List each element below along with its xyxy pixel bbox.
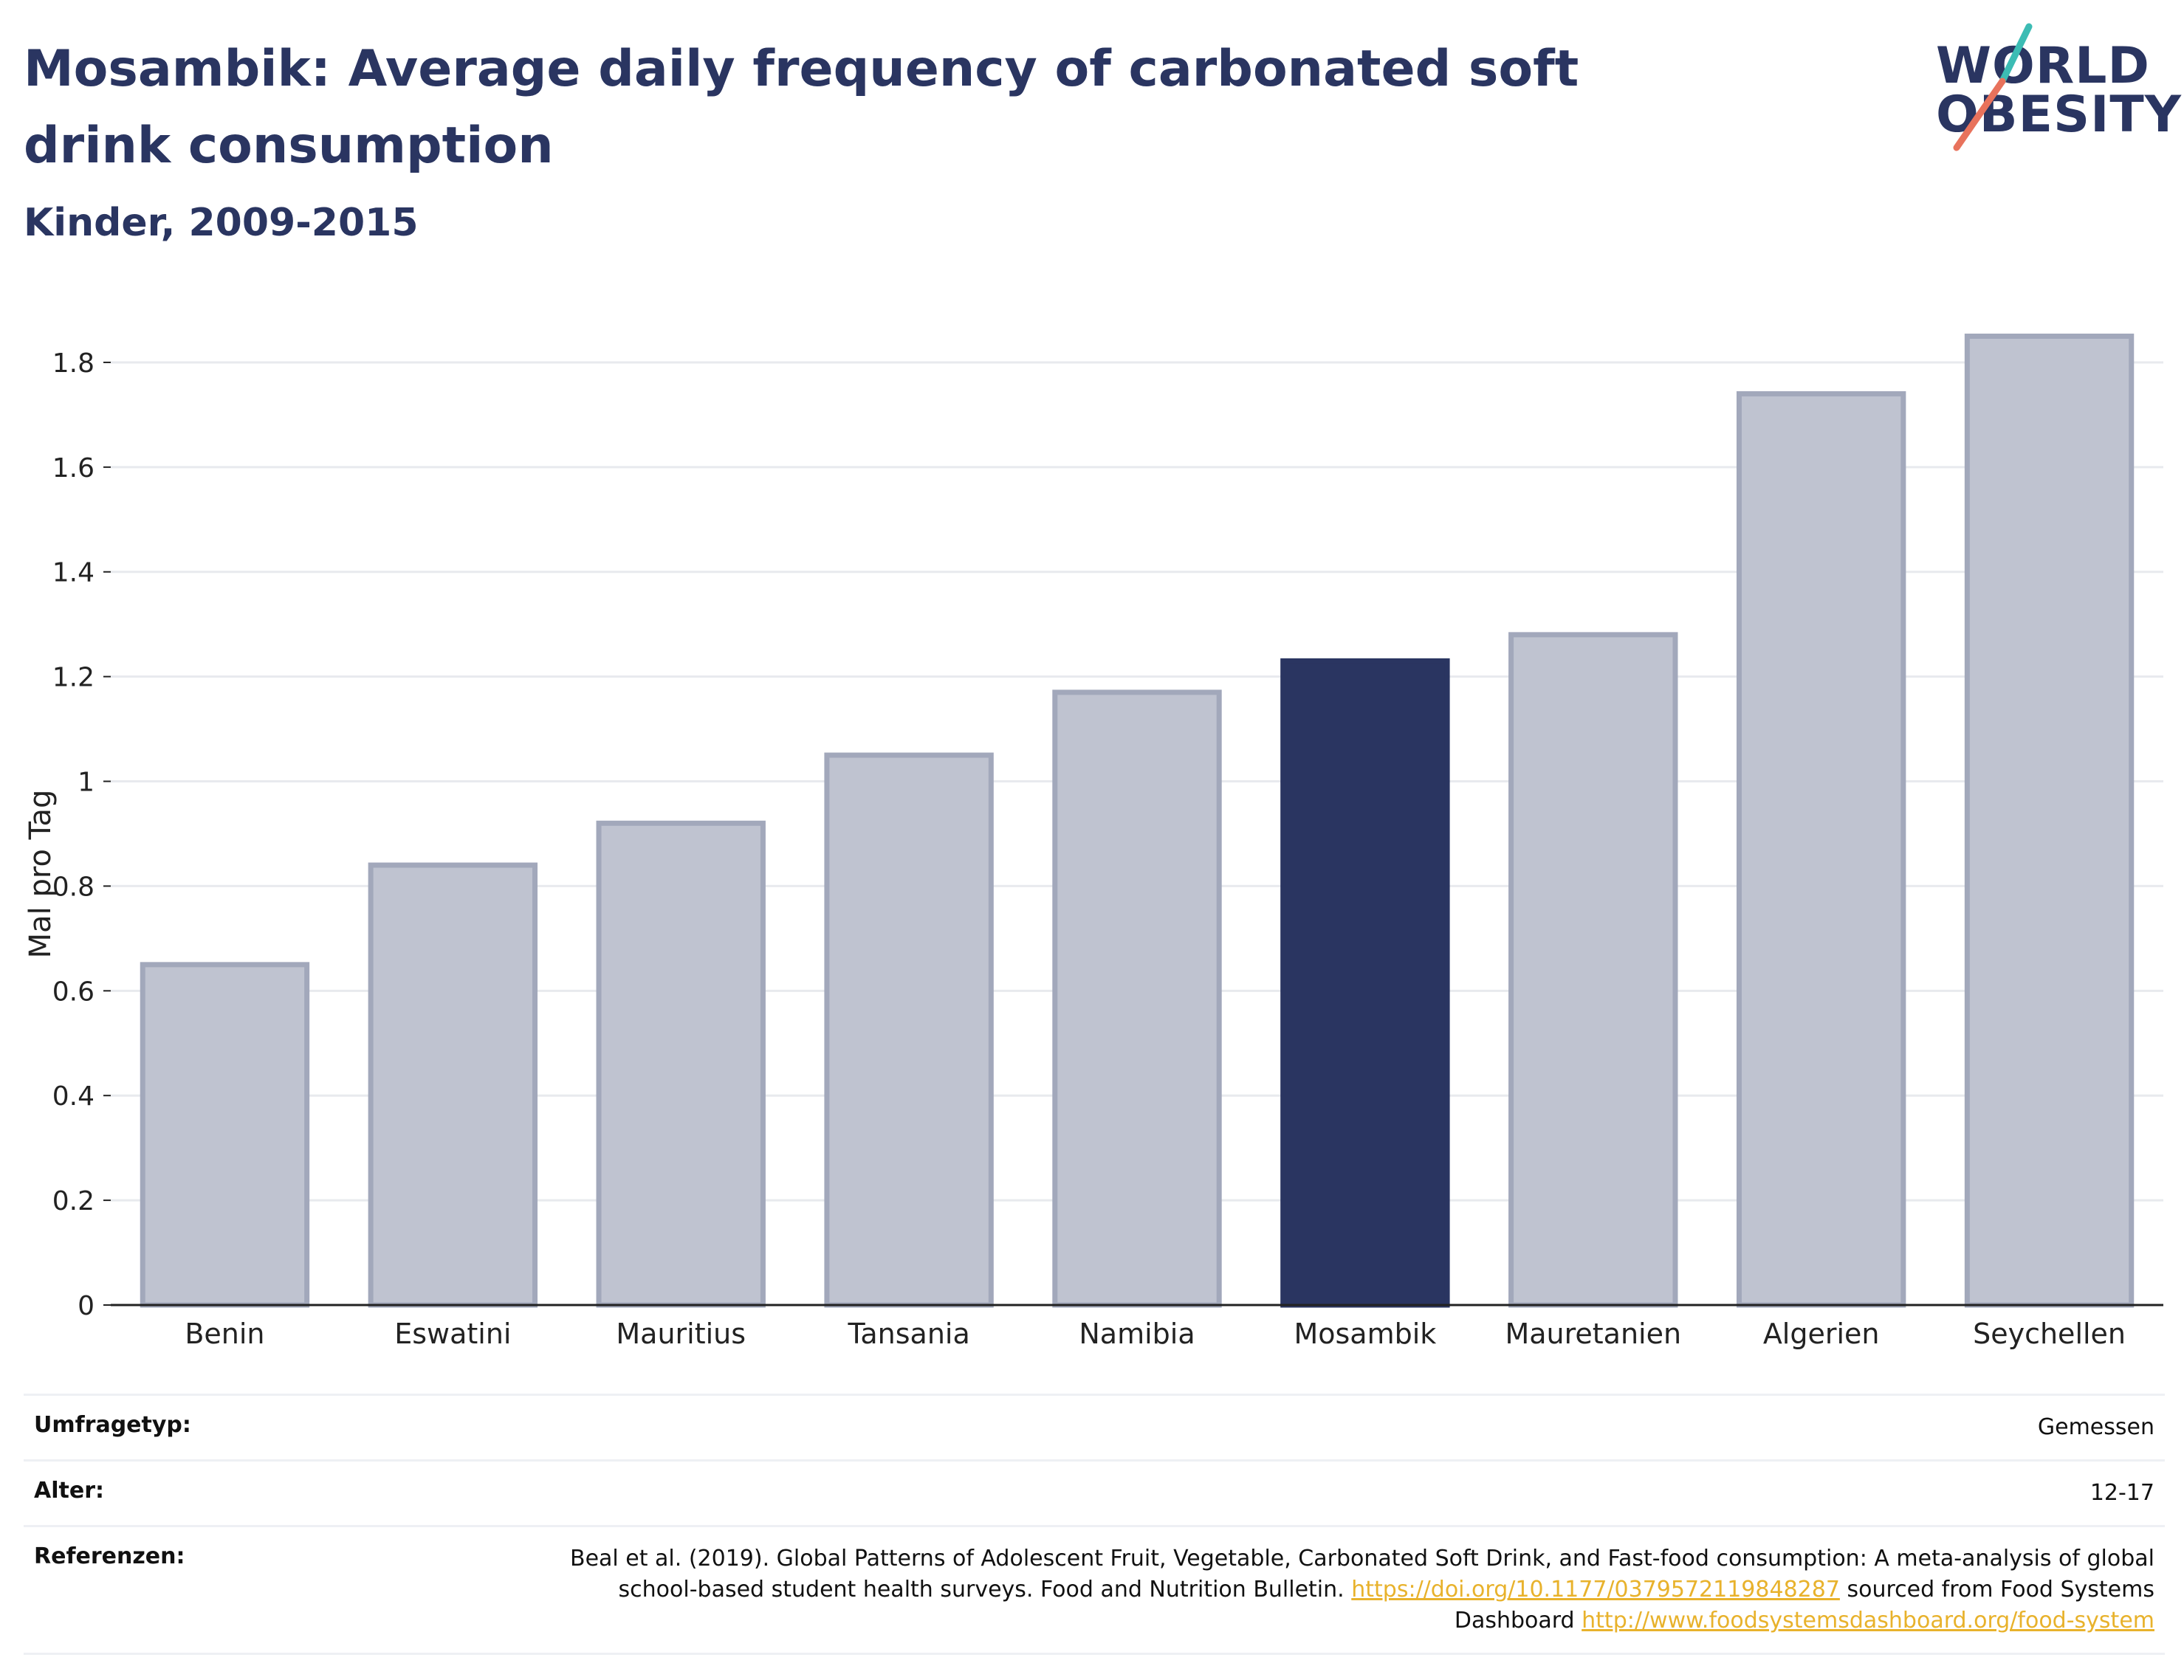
x-tick-label: Seychellen [1973, 1318, 2126, 1350]
bar-tansania [824, 752, 994, 1308]
logo-slash-icon [1953, 23, 2033, 151]
logo-line1: WORLD [1936, 37, 2150, 95]
y-tick-label: 1.8 [52, 348, 95, 379]
y-tick-label: 1.6 [52, 453, 95, 483]
x-tick-label: Mauritius [616, 1318, 746, 1350]
x-tick-label: Algerien [1763, 1318, 1880, 1350]
info-row-survey: Umfragetyp: Gemessen [24, 1394, 2165, 1459]
chart-subtitle: Kinder, 2009-2015 [24, 201, 419, 245]
bar-mosambik [1280, 658, 1450, 1308]
references-value: Beal et al. (2019). Global Patterns of A… [567, 1543, 2154, 1636]
bar-benin [140, 962, 310, 1308]
info-table: Umfragetyp: Gemessen Alter: 12-17 Refere… [24, 1394, 2165, 1655]
x-tick-label: Mauretanien [1505, 1318, 1681, 1350]
dashboard-link[interactable]: http://www.foodsystemsdashboard.org/food… [1582, 1608, 2154, 1633]
x-tick-label: Tansania [847, 1318, 969, 1350]
age-value: 12-17 [2089, 1480, 2154, 1506]
y-tick-label: 1.4 [52, 558, 95, 588]
x-tick-label: Eswatini [394, 1318, 511, 1350]
y-axis-title: Mal pro Tag [24, 790, 58, 959]
bar-chart: 0 0.2 0.4 0.6 0.8 1 1.2 1.4 1.6 1.8 Benin Eswatini M… [24, 333, 2163, 1350]
y-tick-label: 0 [78, 1291, 95, 1321]
y-tick-label: 0.6 [52, 977, 95, 1007]
world-obesity-logo: WORLD OBESITY [1927, 22, 2181, 155]
age-label: Alter: [34, 1478, 104, 1504]
reference-source-text: sourced from Food Systems Dashboard [1454, 1577, 2154, 1633]
bar-seychellen [1964, 333, 2135, 1308]
bar-namibia [1052, 689, 1222, 1308]
chart-title: Mosambik: Average daily frequency of car… [24, 40, 1579, 175]
bar-eswatini [368, 862, 538, 1308]
doi-link[interactable]: https://doi.org/10.1177/0379572119848287 [1351, 1577, 1840, 1602]
reference-text: Beal et al. (2019). Global Patterns of A… [569, 1546, 2154, 1602]
y-tick-label: 0.4 [52, 1081, 95, 1112]
axes: 0 0.2 0.4 0.6 0.8 1 1.2 1.4 1.6 1.8 Benin Eswatini M… [52, 348, 2163, 1350]
y-tick-label: 0.8 [52, 872, 95, 902]
y-tick-label: 1 [78, 768, 95, 798]
x-tick-label: Namibia [1079, 1318, 1195, 1350]
bars [140, 333, 2135, 1308]
y-tick-label: 1.2 [52, 663, 95, 693]
y-tick-label: 0.2 [52, 1186, 95, 1216]
x-tick-label: Mosambik [1294, 1318, 1436, 1350]
references-label: Referenzen: [34, 1543, 185, 1569]
bar-mauritius [596, 820, 766, 1308]
survey-type-value: Gemessen [2037, 1414, 2154, 1440]
bar-algerien [1736, 391, 1906, 1308]
info-row-references: Referenzen: Beal et al. (2019). Global P… [24, 1525, 2165, 1655]
bar-mauretanien [1508, 632, 1678, 1308]
info-row-age: Alter: 12-17 [24, 1459, 2165, 1525]
survey-type-label: Umfragetyp: [34, 1412, 191, 1438]
x-tick-label: Benin [185, 1318, 264, 1350]
